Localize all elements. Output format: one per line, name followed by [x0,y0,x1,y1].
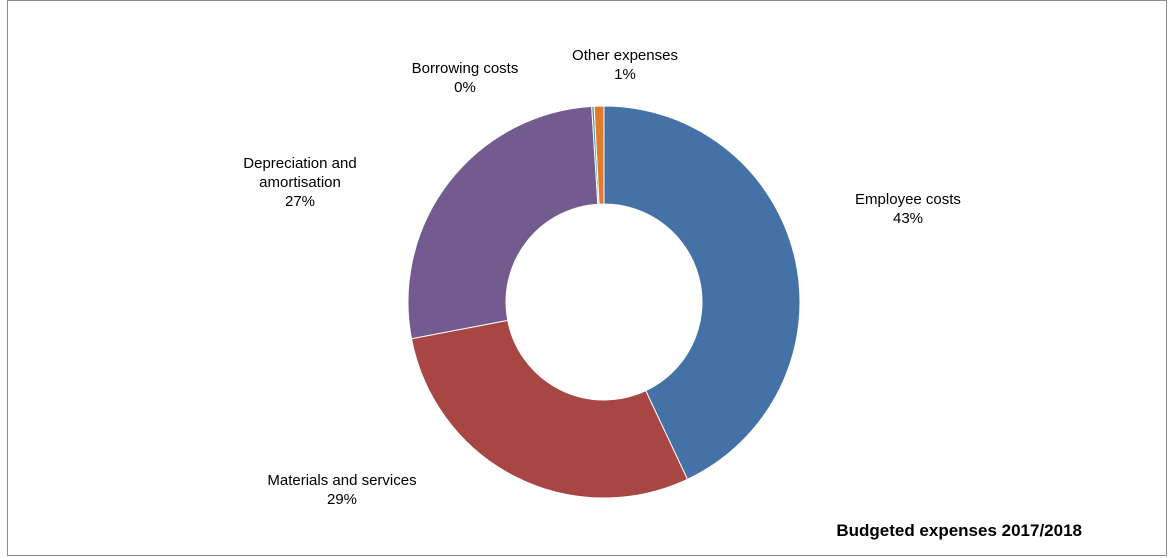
slice-depreciation-and-amortisation [407,105,599,340]
labels-group: Employee costs 43% Materials and services 2… [243,47,961,508]
data-label-materials-and-services: Materials and services 29% [267,472,416,508]
chart-title: Budgeted expenses 2017/2018 [836,521,1082,540]
data-label-employee-costs: Employee costs 43% [855,191,961,227]
slice-materials-and-services [410,319,689,499]
slices-group [407,105,801,499]
slice-other-expenses [593,105,605,205]
data-label-depreciation-and-amortisation: Depreciation and amortisation 27% [243,155,356,210]
data-label-other-expenses: Other expenses 1% [572,47,678,83]
data-label-borrowing-costs: Borrowing costs 0% [412,60,519,96]
slice-employee-costs [603,105,801,481]
